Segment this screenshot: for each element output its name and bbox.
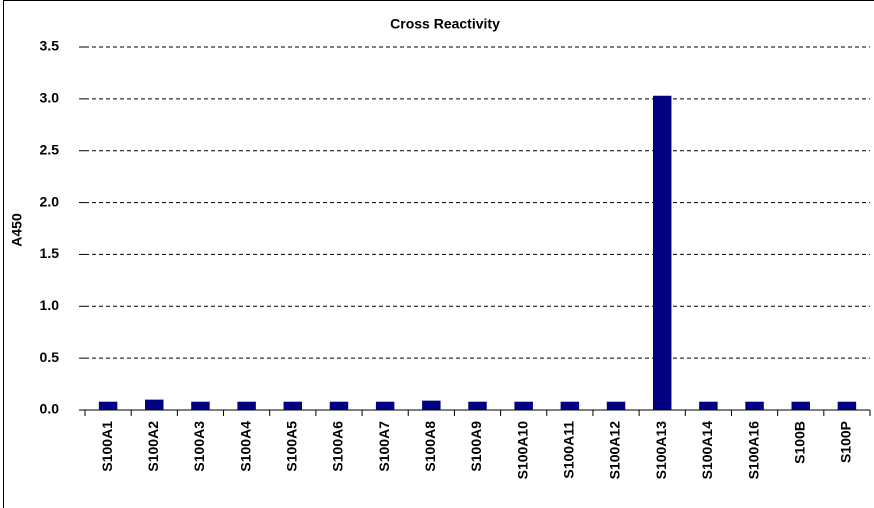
x-tick-label: S100A8 xyxy=(422,421,438,472)
bar xyxy=(422,400,441,410)
x-tick-label: S100A14 xyxy=(699,421,715,480)
bar xyxy=(375,401,395,410)
y-tick-label: 1.0 xyxy=(40,297,60,313)
bar xyxy=(329,401,349,410)
y-axis-label: A450 xyxy=(9,213,25,247)
bar xyxy=(145,399,164,410)
chart-title: Cross Reactivity xyxy=(390,16,500,32)
bar xyxy=(514,401,533,410)
y-tick-label: 1.5 xyxy=(40,245,60,261)
x-tick-label: S100A2 xyxy=(145,421,161,472)
bar xyxy=(191,401,210,410)
x-tick-label: S100A10 xyxy=(514,421,530,480)
bar xyxy=(237,401,256,410)
bar xyxy=(468,401,487,410)
bar xyxy=(98,401,118,410)
x-tick-label: S100A6 xyxy=(330,421,346,472)
y-tick-label: 2.0 xyxy=(40,193,60,209)
x-tick-label: S100P xyxy=(838,421,854,463)
x-tick-label: S100A1 xyxy=(99,421,115,472)
bar xyxy=(699,401,718,410)
y-tick-label: 0.0 xyxy=(40,401,60,417)
x-tick-label: S100A9 xyxy=(468,421,484,472)
x-tick-label: S100A3 xyxy=(191,421,207,472)
x-tick-label: S100A5 xyxy=(283,421,299,472)
bar xyxy=(791,401,810,410)
y-tick-label: 0.5 xyxy=(40,349,60,365)
y-tick-label: 3.5 xyxy=(40,38,60,54)
x-tick-label: S100A11 xyxy=(561,421,577,479)
bar xyxy=(652,95,672,410)
x-tick-label: S100A7 xyxy=(376,421,392,472)
y-tick-label: 2.5 xyxy=(40,141,60,157)
x-tick-label: S100A16 xyxy=(745,421,761,480)
x-tick-label: S100A13 xyxy=(653,421,669,480)
bar xyxy=(560,401,580,410)
x-tick-label: S100A12 xyxy=(607,421,623,480)
bar xyxy=(837,401,857,410)
bar xyxy=(283,401,303,410)
bar xyxy=(745,401,764,410)
x-tick-label: S100A4 xyxy=(237,421,253,472)
y-tick-label: 3.0 xyxy=(40,90,60,106)
x-tick-label: S100B xyxy=(791,421,807,464)
bar xyxy=(606,401,626,410)
chart-frame xyxy=(3,0,874,508)
